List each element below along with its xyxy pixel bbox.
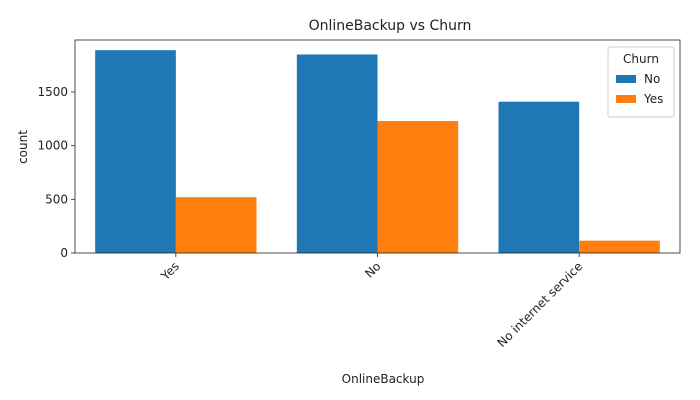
y-tick-label: 0 bbox=[60, 246, 68, 260]
legend-title: Churn bbox=[623, 52, 659, 66]
bar-yes-no bbox=[377, 121, 459, 254]
bar-no-no bbox=[296, 54, 378, 253]
bar-no-no-internet-service bbox=[498, 101, 580, 253]
legend-label-no: No bbox=[644, 72, 660, 86]
y-tick-label: 1000 bbox=[37, 139, 68, 153]
legend-swatch-no bbox=[616, 75, 636, 83]
y-tick-label: 500 bbox=[45, 192, 68, 206]
legend: Churn No Yes bbox=[607, 46, 675, 118]
x-tick-label: No bbox=[362, 259, 383, 280]
x-tick-label: Yes bbox=[158, 259, 182, 283]
legend-swatch-yes bbox=[616, 95, 636, 103]
legend-label-yes: Yes bbox=[643, 92, 663, 106]
bars-group bbox=[95, 50, 660, 254]
bar-yes-yes bbox=[175, 197, 257, 253]
bar-no-yes bbox=[95, 50, 176, 253]
x-axis-label: OnlineBackup bbox=[342, 372, 425, 386]
plot-frame bbox=[74, 39, 681, 254]
y-axis-label: count bbox=[16, 130, 30, 164]
y-tick-label: 1500 bbox=[37, 85, 68, 99]
x-tick-label: No internet service bbox=[495, 259, 586, 350]
chart-title: OnlineBackup vs Churn bbox=[309, 18, 472, 34]
bar-yes-no-internet-service bbox=[579, 240, 660, 253]
